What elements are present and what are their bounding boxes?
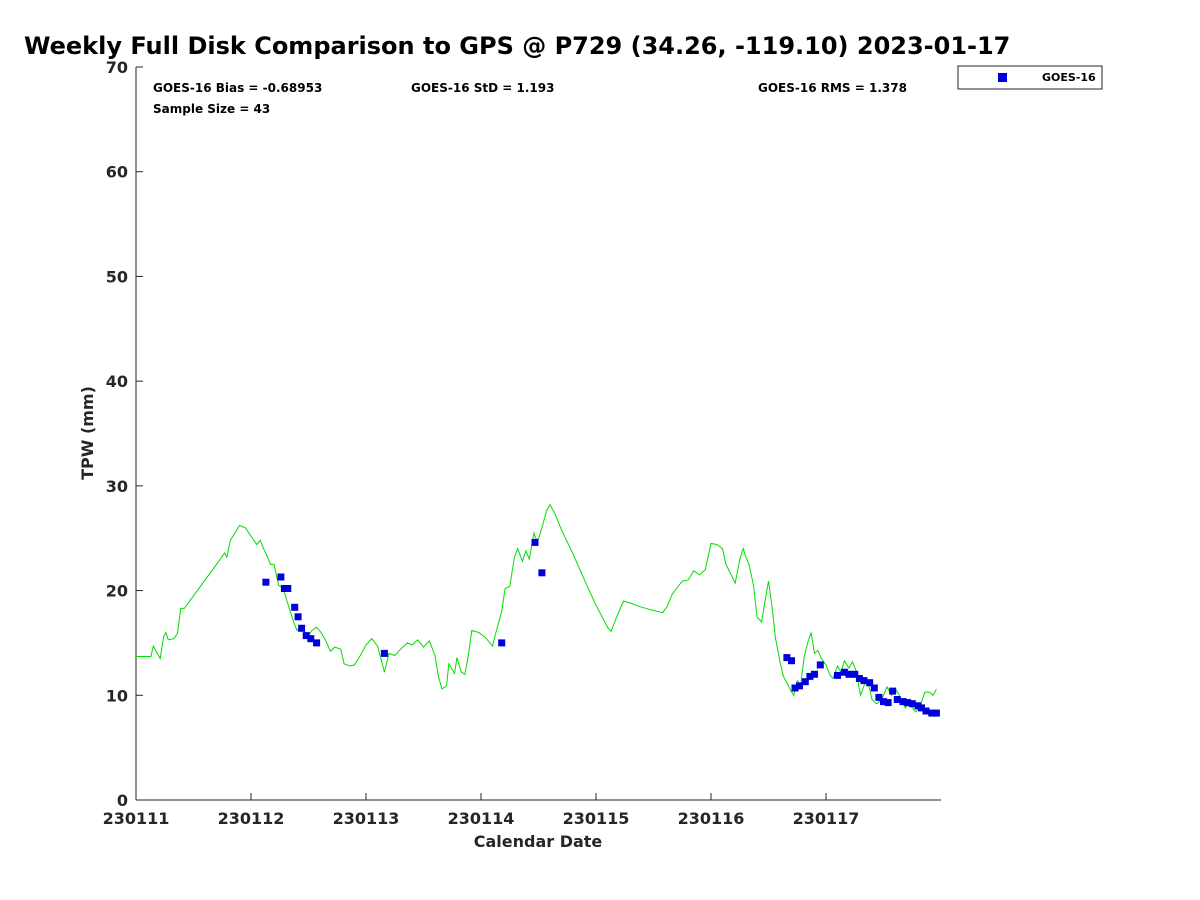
goes16-point — [904, 699, 912, 707]
goes16-point — [801, 678, 809, 686]
y-tick-label: 20 — [106, 582, 128, 601]
stat-bias: GOES-16 Bias = -0.68953 — [153, 81, 322, 95]
goes16-point — [796, 682, 803, 690]
goes16-point — [893, 696, 901, 703]
x-axis-label: Calendar Date — [474, 832, 603, 851]
goes16-point — [860, 677, 868, 685]
goes16-point — [834, 671, 841, 679]
goes16-point — [307, 635, 315, 643]
goes16-point — [875, 693, 883, 701]
legend-label-goes16: GOES-16 — [1042, 71, 1096, 84]
y-tick-label: 60 — [106, 163, 128, 182]
stat-rms: GOES-16 RMS = 1.378 — [758, 81, 907, 95]
x-tick-label: 230114 — [448, 809, 515, 828]
y-tick-label: 50 — [106, 267, 128, 286]
goes16-point — [277, 573, 285, 581]
goes16-point — [313, 639, 321, 647]
goes16-point — [294, 613, 302, 621]
goes16-point — [788, 657, 795, 665]
goes16-point — [302, 632, 310, 640]
goes16-point — [932, 709, 940, 717]
chart-title: Weekly Full Disk Comparison to GPS @ P72… — [24, 32, 1010, 60]
y-tick-label: 10 — [106, 686, 128, 705]
goes16-point — [908, 700, 916, 708]
goes16-point — [291, 603, 299, 611]
gps-series-line — [136, 503, 937, 713]
goes16-point — [866, 679, 874, 687]
y-tick-label: 40 — [106, 372, 128, 391]
legend-box — [957, 65, 1103, 90]
goes16-point — [855, 675, 863, 682]
y-axis-label: TPW (mm) — [78, 386, 97, 480]
goes16-point — [851, 670, 859, 678]
x-tick-label: 230113 — [333, 809, 400, 828]
goes16-point — [783, 654, 791, 662]
goes16-point — [840, 668, 848, 676]
goes16-point — [531, 538, 539, 546]
goes16-point — [380, 649, 388, 657]
goes16-point — [538, 569, 546, 577]
y-ticks: 0 10 20 30 40 50 60 70 — [106, 58, 143, 810]
x-tick-label: 230111 — [103, 809, 170, 828]
goes16-point — [884, 699, 892, 707]
legend: GOES-16 — [957, 65, 1103, 90]
axes-frame — [136, 67, 941, 800]
plot-area — [135, 67, 941, 801]
stat-sample-size: Sample Size = 43 — [153, 102, 270, 116]
stats-block: GOES-16 Bias = -0.68953 GOES-16 StD = 1.… — [153, 81, 907, 116]
x-tick-label: 230115 — [563, 809, 630, 828]
goes16-point — [889, 687, 897, 695]
goes16-point — [262, 578, 270, 586]
y-tick-label: 70 — [106, 58, 128, 77]
series-layer — [136, 503, 940, 717]
legend-marker-goes16 — [998, 73, 1007, 82]
goes16-point — [918, 704, 925, 712]
goes16-point — [928, 709, 936, 717]
goes16-point — [845, 670, 853, 678]
goes16-point — [791, 684, 799, 692]
goes16-point — [899, 698, 907, 706]
stat-std: GOES-16 StD = 1.193 — [411, 81, 554, 95]
x-tick-label: 230117 — [793, 809, 860, 828]
y-tick-label: 0 — [117, 791, 128, 810]
goes16-point — [816, 661, 824, 669]
goes16-point — [284, 585, 292, 592]
goes16-point — [298, 624, 306, 632]
x-tick-label: 230112 — [218, 809, 285, 828]
x-tick-label: 230116 — [678, 809, 745, 828]
x-ticks: 230111 230112 230113 230114 230115 230116 2301… — [103, 793, 860, 828]
goes16-point — [498, 639, 506, 647]
goes16-point — [806, 672, 814, 680]
goes16-point — [811, 670, 818, 678]
goes16-point — [880, 698, 887, 706]
goes16-point — [922, 707, 930, 715]
goes16-point — [870, 684, 878, 692]
y-tick-label: 30 — [106, 477, 128, 496]
